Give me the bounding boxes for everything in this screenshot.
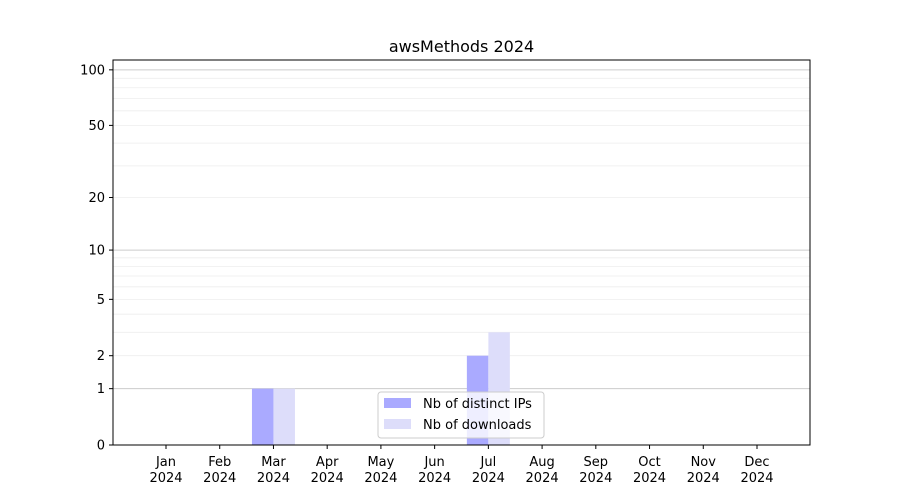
legend-box <box>377 391 545 439</box>
x-tick-label: Feb 2024 <box>203 455 236 486</box>
y-tick-label: 5 <box>97 293 105 308</box>
y-tick-label: 50 <box>88 119 105 134</box>
legend-label: Nb of distinct IPs <box>423 397 532 412</box>
y-tick-label: 1 <box>97 382 105 397</box>
y-tick-label: 0 <box>97 439 105 454</box>
y-tick-label: 10 <box>88 244 105 259</box>
x-tick-label: Dec 2024 <box>740 455 773 486</box>
x-tick-label: Jul 2024 <box>472 455 505 486</box>
y-tick-label: 2 <box>97 349 105 364</box>
x-tick-label: Jan 2024 <box>149 455 182 486</box>
x-tick-label: Jun 2024 <box>418 455 451 486</box>
bar-distinct-ips <box>251 388 274 445</box>
y-tick-label: 100 <box>80 63 105 78</box>
legend-swatch <box>384 419 411 429</box>
x-tick-label: Oct 2024 <box>633 455 666 486</box>
legend-swatch <box>384 398 411 408</box>
legend: Nb of distinct IPs Nb of downloads <box>377 391 545 439</box>
chart-title: awsMethods 2024 <box>389 37 534 56</box>
y-tick-label: 20 <box>88 191 105 206</box>
plot-frame <box>112 59 811 446</box>
legend-label: Nb of downloads <box>423 418 532 433</box>
x-tick-label: Sep 2024 <box>579 455 612 486</box>
x-tick-label: Mar 2024 <box>257 455 290 486</box>
bar-downloads <box>273 388 295 445</box>
x-tick-label: May 2024 <box>364 455 397 486</box>
x-tick-label: Aug 2024 <box>526 455 559 486</box>
x-tick-label: Nov 2024 <box>687 455 720 486</box>
x-tick-label: Apr 2024 <box>311 455 344 486</box>
